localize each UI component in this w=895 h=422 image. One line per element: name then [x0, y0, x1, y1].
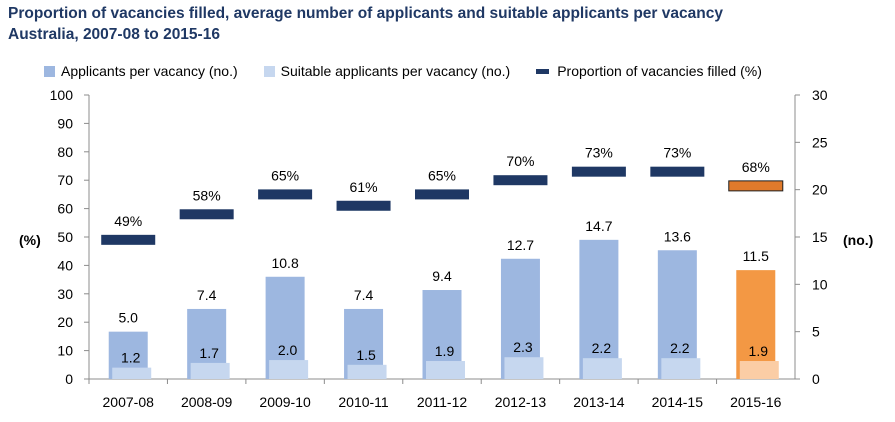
- legend-label-applicants: Applicants per vacancy (no.): [61, 63, 238, 79]
- proportion-marker: [101, 234, 156, 245]
- suitable-data-label: 1.5: [356, 347, 376, 363]
- y-left-tick-label: 50: [57, 229, 73, 245]
- applicants-bar: [736, 270, 776, 379]
- proportion-marker: [728, 180, 784, 192]
- applicants-data-label: 7.4: [197, 287, 217, 303]
- proportion-data-label: 73%: [663, 145, 691, 161]
- proportion-data-label: 70%: [506, 153, 534, 169]
- suitable-data-label: 1.9: [435, 343, 455, 359]
- legend-item-suitable: Suitable applicants per vacancy (no.): [263, 63, 511, 79]
- suitable-applicants-bar: [347, 364, 387, 379]
- y-left-axis-label: (%): [19, 232, 41, 248]
- suitable-data-label: 1.2: [121, 350, 141, 366]
- chart-title-line2: Australia, 2007-08 to 2015-16: [8, 26, 220, 43]
- proportion-data-label: 65%: [271, 167, 299, 183]
- proportion-marker: [415, 189, 469, 200]
- x-tick-label: 2009-10: [259, 394, 311, 410]
- chart-title-line1: Proportion of vacancies filled, average …: [8, 5, 723, 22]
- proportion-marker: [179, 209, 234, 220]
- y-left-tick-label: 90: [57, 115, 73, 131]
- applicants-bar: [579, 239, 619, 379]
- suitable-applicants-bar: [426, 361, 465, 379]
- suitable-data-label: 2.3: [513, 339, 533, 355]
- proportion-marker: [493, 175, 548, 186]
- suitable-data-label: 2.2: [670, 340, 690, 356]
- proportion-data-label: 61%: [350, 179, 378, 195]
- applicants-data-label: 13.6: [664, 228, 691, 244]
- proportion-data-label: 58%: [193, 187, 221, 203]
- legend-label-proportion: Proportion of vacancies filled (%): [557, 63, 762, 79]
- y-right-tick-label: 15: [812, 229, 828, 245]
- suitable-data-label: 1.7: [199, 345, 219, 361]
- applicants-data-label: 14.7: [585, 218, 612, 234]
- x-tick-label: 2014-15: [652, 394, 704, 410]
- y-left-tick-label: 0: [65, 371, 73, 387]
- suitable-applicants-bar: [739, 361, 779, 379]
- y-left-tick-label: 30: [57, 286, 73, 302]
- suitable-data-label: 1.9: [749, 343, 769, 359]
- suitable-applicants-bar: [661, 358, 701, 379]
- legend-swatch-proportion: [536, 68, 550, 74]
- legend-item-proportion: Proportion of vacancies filled (%): [536, 63, 762, 79]
- proportion-data-label: 68%: [742, 159, 770, 175]
- proportion-marker: [571, 166, 626, 177]
- applicants-data-label: 10.8: [271, 255, 298, 271]
- y-right-tick-label: 30: [812, 87, 828, 103]
- y-right-tick-label: 10: [812, 276, 828, 292]
- proportion-data-label: 49%: [114, 213, 142, 229]
- x-tick-label: 2011-12: [417, 394, 468, 410]
- x-tick-label: 2010-11: [338, 394, 389, 410]
- chart-legend: Applicants per vacancy (no.) Suitable ap…: [44, 62, 762, 80]
- x-tick-label: 2012-13: [495, 394, 547, 410]
- suitable-applicants-bar: [582, 358, 622, 379]
- applicants-data-label: 9.4: [432, 268, 452, 284]
- proportion-data-label: 73%: [585, 145, 613, 161]
- x-tick-label: 2008-09: [181, 394, 233, 410]
- legend-label-suitable: Suitable applicants per vacancy (no.): [280, 63, 511, 79]
- x-tick-label: 2007-08: [103, 394, 155, 410]
- suitable-applicants-bar: [190, 362, 230, 379]
- x-tick-label: 2015-16: [730, 394, 782, 410]
- proportion-marker: [258, 189, 313, 200]
- legend-item-applicants: Applicants per vacancy (no.): [44, 63, 238, 79]
- applicants-data-label: 5.0: [118, 310, 138, 326]
- x-tick-label: 2013-14: [573, 394, 625, 410]
- legend-swatch-applicants: [44, 65, 55, 77]
- applicants-data-label: 11.5: [743, 248, 769, 264]
- proportion-marker: [336, 200, 391, 211]
- y-left-tick-label: 80: [57, 144, 73, 160]
- y-left-tick-label: 40: [57, 257, 73, 273]
- y-left-tick-label: 100: [50, 87, 74, 103]
- y-left-tick-label: 10: [57, 343, 73, 359]
- y-right-tick-label: 5: [812, 324, 820, 340]
- proportion-marker: [650, 166, 705, 177]
- suitable-applicants-bar: [504, 357, 544, 379]
- legend-swatch-suitable: [263, 65, 275, 77]
- suitable-applicants-bar: [112, 367, 152, 379]
- y-right-tick-label: 20: [812, 182, 828, 198]
- y-left-tick-label: 20: [57, 314, 73, 330]
- applicants-data-label: 12.7: [507, 237, 534, 253]
- y-left-tick-label: 60: [57, 201, 73, 217]
- applicants-bar: [657, 250, 697, 379]
- suitable-applicants-bar: [269, 360, 309, 379]
- y-right-tick-label: 0: [812, 371, 820, 387]
- proportion-data-label: 65%: [428, 167, 456, 183]
- y-right-tick-label: 25: [812, 134, 828, 150]
- chart-title: Proportion of vacancies filled, average …: [8, 3, 888, 45]
- applicants-data-label: 7.4: [354, 287, 374, 303]
- suitable-data-label: 2.0: [278, 342, 298, 358]
- y-left-tick-label: 70: [57, 172, 73, 188]
- suitable-data-label: 2.2: [592, 340, 612, 356]
- y-right-axis-label: (no.): [843, 232, 873, 248]
